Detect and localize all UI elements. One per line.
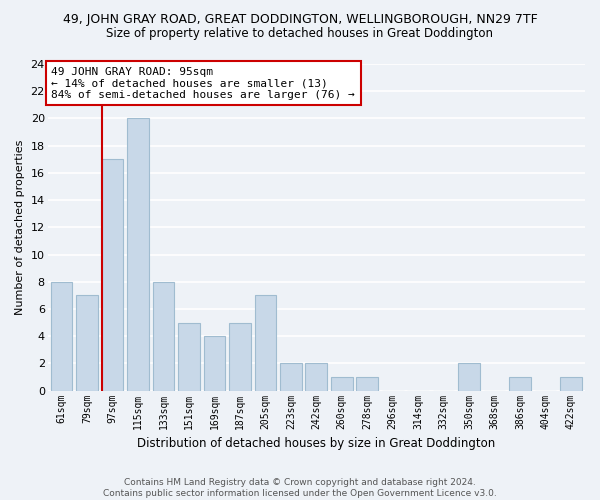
Bar — [152, 282, 174, 391]
Text: 49 JOHN GRAY ROAD: 95sqm
← 14% of detached houses are smaller (13)
84% of semi-d: 49 JOHN GRAY ROAD: 95sqm ← 14% of detach… — [52, 66, 355, 100]
Bar — [254, 296, 276, 390]
Bar — [127, 118, 149, 390]
Bar — [458, 364, 480, 390]
Bar — [51, 282, 73, 391]
Bar — [305, 364, 327, 390]
Text: Contains HM Land Registry data © Crown copyright and database right 2024.
Contai: Contains HM Land Registry data © Crown c… — [103, 478, 497, 498]
X-axis label: Distribution of detached houses by size in Great Doddington: Distribution of detached houses by size … — [137, 437, 496, 450]
Y-axis label: Number of detached properties: Number of detached properties — [15, 140, 25, 315]
Bar — [178, 322, 200, 390]
Bar — [203, 336, 225, 390]
Bar — [560, 377, 582, 390]
Bar — [356, 377, 378, 390]
Text: 49, JOHN GRAY ROAD, GREAT DODDINGTON, WELLINGBOROUGH, NN29 7TF: 49, JOHN GRAY ROAD, GREAT DODDINGTON, WE… — [62, 12, 538, 26]
Bar — [331, 377, 353, 390]
Bar — [509, 377, 531, 390]
Bar — [229, 322, 251, 390]
Bar — [76, 296, 98, 390]
Bar — [280, 364, 302, 390]
Bar — [102, 160, 124, 390]
Text: Size of property relative to detached houses in Great Doddington: Size of property relative to detached ho… — [107, 28, 493, 40]
